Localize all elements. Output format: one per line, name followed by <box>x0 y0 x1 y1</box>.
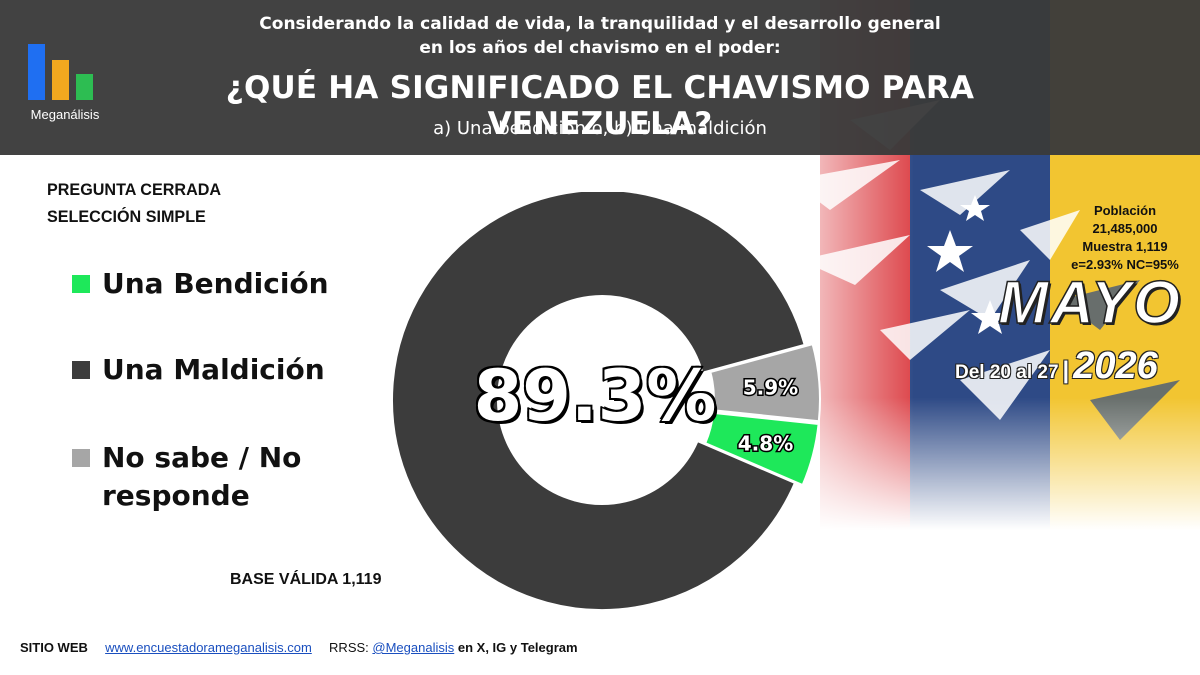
logo-text: Meganálisis <box>30 107 100 122</box>
social-handle-link[interactable]: @Meganalisis <box>372 640 455 655</box>
question-type-line-1: PREGUNTA CERRADA <box>47 180 222 199</box>
subtitle-line-2: en los años del chavismo en el poder: <box>419 38 781 58</box>
rrss-label: RRSS: <box>329 640 369 655</box>
question-type-line-2: SELECCIÓN SIMPLE <box>47 207 206 226</box>
logo-bar-green <box>76 74 93 100</box>
center-value-label: 89.3% <box>472 354 718 439</box>
logo-bar-orange <box>52 60 69 100</box>
legend-swatch-bendicion <box>72 275 90 293</box>
chart-subtitle: Considerando la calidad de vida, la tran… <box>230 12 970 60</box>
subtitle-line-1: Considerando la calidad de vida, la tran… <box>259 14 941 34</box>
donut-label-bendicion: 4.8% <box>738 432 793 456</box>
date-range: Del 20 al 27 <box>955 362 1059 383</box>
survey-year: 2026 <box>1073 345 1158 387</box>
header-band: Meganálisis Considerando la calidad de v… <box>0 0 1200 155</box>
margin-of-error: e=2.93% NC=95% <box>1071 257 1179 272</box>
question-type: PREGUNTA CERRADA SELECCIÓN SIMPLE <box>47 176 221 230</box>
survey-month: MAYO <box>997 268 1182 337</box>
donut-slice-no-sabe <box>709 342 821 423</box>
social-platforms: en X, IG y Telegram <box>457 640 578 655</box>
donut-slice-bendicion <box>703 411 820 487</box>
legend-label-bendicion: Una Bendición <box>102 267 329 300</box>
footer: SITIO WEB www.encuestadorameganalisis.co… <box>20 640 578 655</box>
donut-chart: 4.8% 5.9% <box>391 192 821 611</box>
website-link[interactable]: www.encuestadorameganalisis.com <box>105 640 312 655</box>
chart-title: ¿QUÉ HA SIGNIFICADO EL CHAVISMO PARA VEN… <box>225 70 975 142</box>
donut-slice-maldicion <box>391 192 806 611</box>
meganalisis-logo: Meganálisis <box>20 38 110 128</box>
legend-item-bendicion: Una Bendición <box>72 265 329 303</box>
legend-swatch-maldicion <box>72 361 90 379</box>
legend-item-maldicion: Una Maldición <box>72 351 325 389</box>
logo-bar-blue <box>28 44 45 100</box>
valid-base: BASE VÁLIDA 1,119 <box>230 571 382 588</box>
survey-dates: Del 20 al 27 | 2026 <box>955 345 1195 388</box>
population-label: Población <box>1093 203 1157 218</box>
web-label: SITIO WEB <box>20 640 88 655</box>
legend-label-no-sabe: No sabe / No responde <box>102 441 302 512</box>
legend-swatch-no-sabe <box>72 449 90 467</box>
sample-size: Muestra 1,119 <box>1082 239 1168 254</box>
legend-label-maldicion: Una Maldición <box>102 353 325 386</box>
donut-label-no-sabe: 5.9% <box>743 375 798 399</box>
population-value: 21,485,000 <box>1092 221 1158 236</box>
date-separator: | <box>1062 357 1070 384</box>
legend-item-no-sabe: No sabe / No responde <box>72 439 312 515</box>
fieldwork-info: Población 21,485,000 Muestra 1,119 e=2.9… <box>1050 202 1200 274</box>
answer-options: a) Una bendición o, b) Una maldición <box>433 118 767 139</box>
